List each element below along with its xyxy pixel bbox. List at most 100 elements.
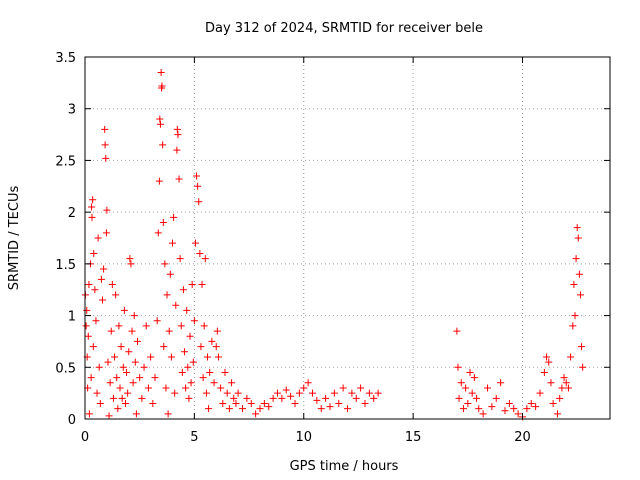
data-point [269,394,277,402]
data-point [198,281,206,289]
data-point [85,281,93,289]
y-axis-label: SRMTID / TECUs [7,186,22,291]
data-point [344,405,351,413]
y-tick-label: 0 [68,413,76,428]
data-point [573,224,581,232]
data-point [470,374,478,382]
data-point [116,384,124,392]
data-point [459,405,467,413]
data-point [88,203,96,211]
data-point [232,399,240,407]
data-point [178,368,186,376]
data-point [173,146,181,154]
data-point [102,154,110,162]
data-point [569,322,577,330]
data-point [309,389,316,397]
data-point [348,389,356,397]
data-point [95,363,103,371]
y-tick-label: 3 [68,103,76,118]
data-point [101,125,109,133]
data-point [131,358,139,366]
data-point [134,337,141,345]
data-point [239,405,246,413]
y-tick-label: 0.5 [55,361,76,376]
data-point [127,260,135,268]
data-point [252,410,260,418]
data-point [455,394,463,402]
data-point [571,312,579,320]
data-point [101,141,109,149]
data-point [96,399,104,407]
data-point [106,379,114,387]
data-point [175,175,183,183]
data-point [357,384,365,392]
data-point [202,389,210,397]
data-point [124,389,132,397]
data-point [105,412,113,420]
data-point [170,213,178,221]
data-point [219,399,227,407]
data-point [171,389,179,397]
data-point [212,343,220,351]
data-point [575,270,583,278]
data-point [313,396,321,404]
data-point [186,332,194,340]
data-point [93,389,101,397]
data-point [149,399,157,407]
data-point [117,343,125,351]
data-point [108,281,116,289]
data-point [256,405,264,413]
data-point [164,410,172,418]
data-point [330,389,338,397]
data-point [181,348,189,356]
data-point [195,198,203,206]
data-point [123,368,131,376]
data-point [454,363,462,371]
data-point [214,353,222,361]
data-point [193,172,201,180]
data-point [488,403,496,411]
x-tick-label: 20 [514,430,531,445]
data-point [479,410,487,418]
data-point [361,399,369,407]
data-point [221,368,229,376]
data-point [457,379,465,387]
data-point [208,337,216,345]
data-point [497,379,505,387]
data-point [484,384,491,392]
plot-frame [84,56,611,420]
data-point [104,358,112,366]
data-point [129,379,137,387]
data-point [510,405,518,413]
data-point [176,255,184,263]
data-point [163,291,171,299]
data-point [157,69,165,77]
data-point [159,218,167,226]
data-point [162,384,170,392]
data-point [92,317,100,325]
y-tick-label: 3.5 [55,51,76,66]
data-point [94,234,102,242]
data-point [291,399,299,407]
data-point [527,399,535,407]
data-point [579,363,587,371]
data-point [547,379,555,387]
data-point [549,399,557,407]
data-point [464,399,472,407]
data-point [107,327,115,335]
data-point [475,405,483,413]
data-point [120,306,128,314]
data-point [156,115,164,123]
data-point [205,405,213,413]
data-point [167,353,175,361]
x-tick-label: 0 [81,430,89,445]
data-point [138,394,146,402]
data-point [128,327,136,335]
data-point [155,177,163,185]
data-point [523,405,531,413]
data-point [572,255,580,263]
data-point [558,384,566,392]
data-point [365,389,373,397]
data-point [560,374,568,382]
data-point [89,343,97,351]
